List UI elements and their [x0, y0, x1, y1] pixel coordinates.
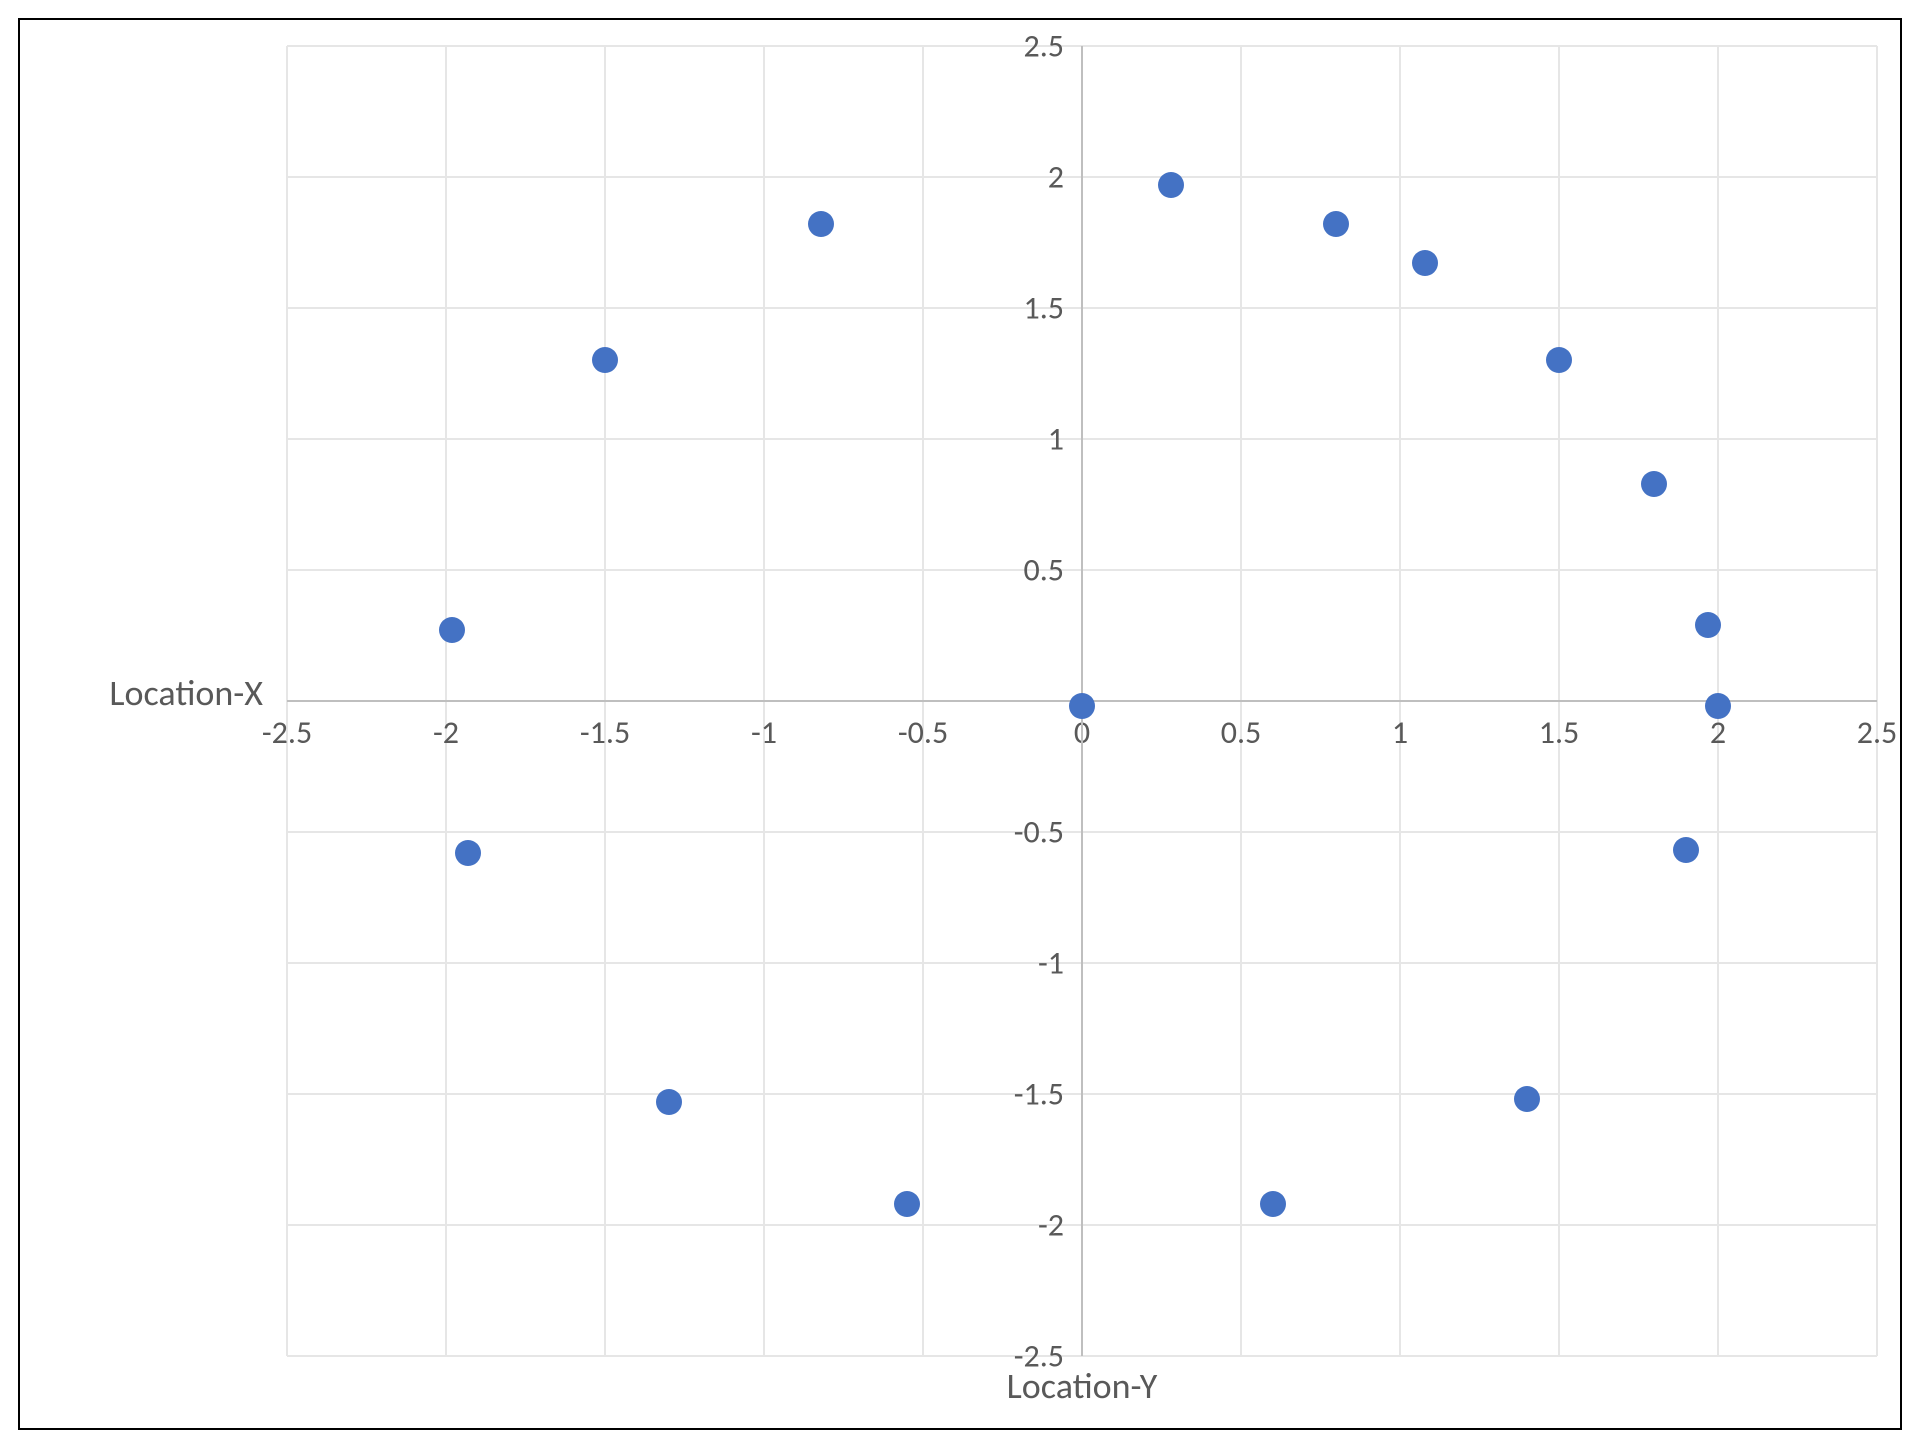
plot-area: -2.5-2-1.5-1-0.500.511.522.5-2.5-2-1.5-1…: [287, 46, 1877, 1356]
y-tick-label: 0.5: [1023, 551, 1064, 590]
data-point: [1641, 471, 1667, 497]
x-tick-label: 1: [1392, 713, 1408, 752]
y-tick-label: 1: [1048, 420, 1064, 459]
y-tick-label: 2: [1048, 158, 1064, 197]
x-tick-label: -1.5: [580, 713, 630, 752]
y-tick-label: -0.5: [1014, 813, 1064, 852]
chart-frame: -2.5-2-1.5-1-0.500.511.522.5-2.5-2-1.5-1…: [18, 18, 1902, 1430]
data-point: [1695, 612, 1721, 638]
data-point: [1260, 1191, 1286, 1217]
data-point: [1546, 347, 1572, 373]
x-tick-label: 2.5: [1857, 713, 1898, 752]
y-axis-title: Location-Y: [1007, 1364, 1158, 1408]
y-tick-label: -1: [1038, 944, 1064, 983]
data-point: [1323, 211, 1349, 237]
data-point: [1673, 837, 1699, 863]
y-tick-label: 1.5: [1023, 289, 1064, 328]
y-tick-label: 2.5: [1023, 27, 1064, 66]
x-tick-label: -1: [751, 713, 777, 752]
data-point: [1412, 250, 1438, 276]
data-point: [1158, 172, 1184, 198]
x-axis-title: Location-X: [109, 671, 263, 715]
data-point: [1069, 693, 1095, 719]
data-point: [592, 347, 618, 373]
x-tick-label: 1.5: [1539, 713, 1580, 752]
data-point: [656, 1089, 682, 1115]
data-point: [1705, 693, 1731, 719]
data-point: [894, 1191, 920, 1217]
data-point: [1514, 1086, 1540, 1112]
x-tick-label: -0.5: [898, 713, 948, 752]
x-tick-label: -2.5: [262, 713, 312, 752]
data-point: [455, 840, 481, 866]
data-point: [808, 211, 834, 237]
x-tick-label: -2: [433, 713, 459, 752]
x-tick-label: 0.5: [1221, 713, 1262, 752]
y-tick-label: -2: [1038, 1206, 1064, 1245]
data-point: [439, 617, 465, 643]
y-tick-label: -1.5: [1014, 1075, 1064, 1114]
